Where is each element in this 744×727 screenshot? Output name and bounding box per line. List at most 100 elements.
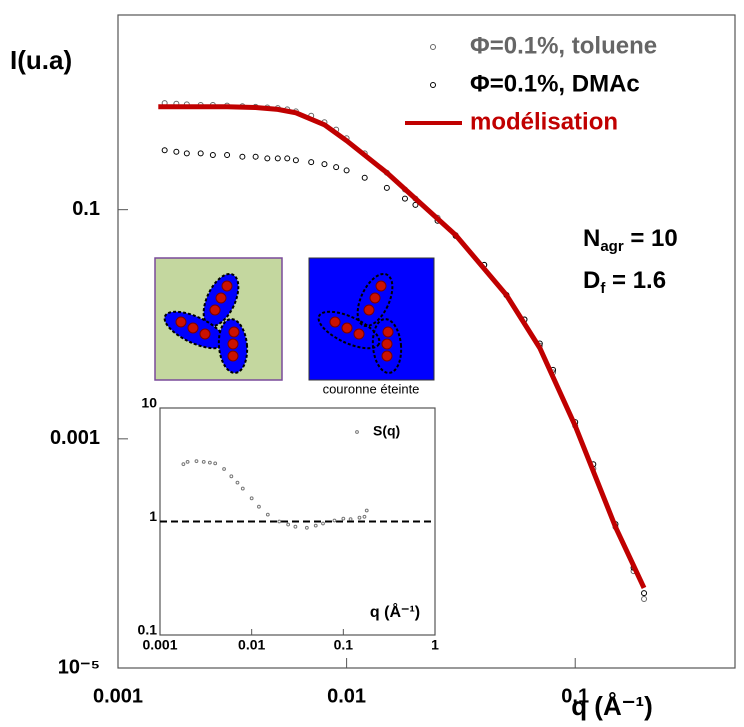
annotation-part: f (600, 280, 606, 297)
data-point (357, 515, 362, 520)
schematic-right (308, 257, 435, 381)
core (221, 280, 233, 292)
core (227, 350, 239, 362)
legend-marker (355, 430, 359, 434)
data-point (308, 159, 315, 166)
data-point (348, 517, 353, 521)
data-point (304, 525, 309, 530)
data-point (229, 474, 234, 479)
shell (356, 272, 394, 328)
cluster (163, 272, 249, 374)
data-point (252, 153, 259, 160)
core (199, 328, 211, 340)
data-point (641, 590, 648, 597)
annotation-part: = 10 (624, 225, 678, 252)
y-tick-label: 0.1 (72, 198, 100, 220)
legend-label: Φ=0.1%, DMAc (470, 70, 640, 97)
data-point (257, 504, 261, 509)
shell (317, 310, 381, 350)
core (369, 292, 381, 304)
x-tick-label: 0.1 (561, 685, 589, 707)
core (375, 280, 387, 292)
image-caption: couronne éteinte (323, 381, 420, 396)
x-axis-label: q (Å⁻¹) (370, 602, 420, 621)
core (341, 322, 353, 334)
core (381, 338, 393, 350)
x-tick-label: 0.1 (334, 637, 354, 653)
data-point (173, 148, 180, 155)
y-tick-label: 1 (149, 508, 157, 524)
data-point (201, 460, 206, 464)
x-tick-label: 0.01 (238, 637, 265, 653)
data-point (265, 512, 270, 517)
core (227, 338, 239, 350)
annotation-part: agr (600, 238, 624, 255)
annotation-part: D (583, 267, 600, 294)
data-point (362, 514, 367, 519)
data-point (343, 167, 350, 174)
core (175, 316, 187, 328)
legend-label: Φ=0.1%, toluene (470, 32, 657, 59)
y-tick-label: 10⁻⁵ (58, 656, 100, 678)
data-point (383, 184, 390, 191)
model-line (158, 104, 647, 589)
data-point (321, 161, 328, 168)
data-point (209, 152, 216, 159)
x-tick-label: 0.001 (142, 637, 177, 653)
data-point (364, 508, 369, 513)
data-point (183, 150, 190, 157)
core (228, 326, 240, 338)
data-point (222, 467, 226, 471)
data-point (286, 522, 291, 527)
core (329, 316, 341, 328)
x-tick-label: 1 (431, 637, 439, 653)
y-axis-label: I(u.a) (10, 45, 72, 75)
image-frame (308, 257, 435, 381)
core (381, 350, 393, 362)
cores (329, 280, 394, 362)
data-point (277, 519, 282, 524)
data-point (264, 155, 271, 162)
data-point (197, 150, 204, 157)
y-tick-label: 0.001 (50, 427, 100, 449)
data-point (641, 596, 648, 603)
data-point (224, 152, 231, 159)
core (363, 304, 375, 316)
data-point (235, 480, 240, 485)
data-point (293, 524, 298, 529)
data-point (207, 460, 212, 465)
x-axis-label: q (Å⁻¹) (571, 691, 653, 721)
shells (317, 272, 403, 374)
legend-marker (430, 82, 436, 88)
data-point (274, 155, 281, 162)
data-point (341, 516, 346, 521)
core (187, 322, 199, 334)
data-point (412, 201, 419, 208)
data-point (161, 147, 168, 154)
data-point (194, 459, 199, 464)
annotation: Nagr = 10 (583, 225, 678, 255)
shell (371, 318, 403, 374)
x-tick-label: 0.001 (93, 685, 143, 707)
data-point (240, 486, 245, 491)
data-point (313, 523, 318, 528)
schematic-left (154, 257, 283, 381)
y-tick-label: 0.1 (138, 622, 158, 638)
data-point (321, 521, 325, 526)
data-point (213, 461, 218, 466)
data-point (185, 460, 190, 464)
annotation: Df = 1.6 (583, 267, 666, 297)
inset-plot: 0.001 0.01 0.1 1 0.1 1 10 q (Å⁻¹) S(q) (138, 395, 440, 653)
core (209, 304, 221, 316)
x-tick-label: 0.01 (327, 685, 366, 707)
data-point (401, 195, 408, 202)
core (215, 292, 227, 304)
data-point (361, 174, 368, 181)
legend-label: modélisation (470, 108, 618, 135)
data-point (333, 164, 340, 171)
data-point (239, 153, 246, 160)
y-tick-label: 10 (141, 395, 157, 411)
core (353, 328, 365, 340)
